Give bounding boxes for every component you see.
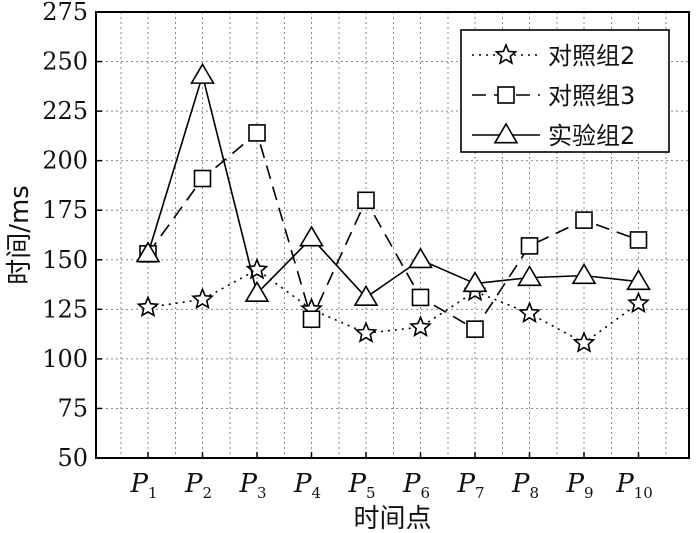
- legend-box: [460, 29, 670, 153]
- y-tick-label: 150: [42, 246, 88, 274]
- legend-label: 对照组3: [548, 82, 635, 110]
- x-tick-label: P3: [238, 469, 266, 502]
- x-tick-main: P: [402, 469, 421, 499]
- y-tick-label: 200: [42, 147, 88, 175]
- legend-marker-star: [494, 42, 518, 65]
- y-tick-label: 250: [42, 48, 88, 76]
- data-point-triangle: [299, 225, 324, 247]
- x-tick-sub: 6: [420, 484, 430, 502]
- data-point-star: [572, 330, 596, 353]
- x-tick-label: P10: [615, 469, 653, 502]
- data-point-square: [248, 124, 266, 142]
- x-tick-label: P2: [184, 469, 212, 502]
- x-tick-sub: 1: [148, 484, 158, 502]
- x-tick-label: P6: [402, 469, 430, 502]
- x-tick-main: P: [565, 469, 584, 499]
- y-tick-label: 275: [42, 0, 88, 26]
- series-line: [147, 131, 639, 331]
- x-tick-sub: 8: [529, 484, 539, 502]
- x-tick-main: P: [615, 469, 634, 499]
- y-tick-label: 125: [42, 295, 88, 323]
- data-point-triangle: [190, 62, 215, 84]
- x-tick-label: P9: [565, 469, 593, 502]
- data-point-star: [136, 295, 160, 318]
- y-axis-title: 时间/ms: [5, 185, 35, 285]
- series-2: [139, 124, 648, 338]
- legend-marker-square: [497, 86, 515, 104]
- legend-item: 对照组2: [472, 42, 635, 70]
- y-tick-label: 100: [42, 345, 88, 373]
- legend: 对照组2 对照组3 实验组2: [460, 29, 670, 153]
- x-tick-main: P: [511, 469, 530, 499]
- plot-frame: [95, 11, 690, 459]
- data-point-star: [518, 301, 541, 324]
- data-point-square: [302, 310, 321, 329]
- legend-label: 对照组2: [548, 42, 635, 70]
- data-point-triangle: [408, 247, 433, 269]
- x-tick-label: P4: [293, 469, 321, 502]
- series-3: [135, 62, 651, 306]
- x-tick-sub: 2: [202, 484, 212, 502]
- x-tick-main: P: [456, 469, 475, 499]
- legend-marker-triangle: [493, 122, 519, 144]
- data-point-square: [629, 231, 648, 249]
- data-point-square: [411, 288, 430, 307]
- data-point-square: [520, 237, 539, 255]
- data-point-triangle: [571, 263, 597, 285]
- x-tick-main: P: [293, 469, 312, 499]
- data-point-square: [193, 169, 212, 188]
- data-point-triangle: [462, 270, 488, 293]
- x-axis-ticks: P1 P2 P3 P4 P5 P6 P7 P8 P9 P10: [129, 452, 653, 502]
- x-tick-main: P: [238, 469, 257, 499]
- data-point-star: [354, 320, 378, 343]
- series-line: [147, 72, 639, 299]
- y-tick-label: 75: [57, 394, 88, 422]
- x-axis-title: 时间点: [353, 504, 431, 533]
- x-tick-label: P7: [456, 469, 484, 502]
- data-point-star: [191, 287, 214, 310]
- x-tick-main: P: [129, 469, 148, 499]
- y-tick-label: 175: [42, 196, 88, 224]
- legend-item: 实验组2: [472, 122, 635, 150]
- x-tick-label: P5: [347, 469, 375, 502]
- data-point-star: [409, 315, 432, 337]
- data-point-triangle: [353, 284, 379, 306]
- x-tick-sub: 7: [475, 484, 485, 502]
- x-tick-sub: 9: [584, 484, 594, 502]
- data-point-triangle: [244, 280, 270, 302]
- y-tick-label: 50: [57, 444, 88, 472]
- x-tick-sub: 5: [366, 484, 376, 502]
- data-point-square: [357, 191, 375, 210]
- data-point-square: [466, 320, 484, 338]
- y-tick-label: 225: [42, 97, 88, 125]
- x-tick-main: P: [347, 469, 366, 499]
- x-tick-label: P1: [129, 469, 157, 502]
- legend-label: 实验组2: [548, 122, 635, 150]
- x-tick-sub: 4: [311, 484, 321, 502]
- data-point-triangle: [517, 265, 542, 287]
- x-tick-sub: 10: [634, 484, 653, 502]
- data-point-square: [575, 211, 593, 229]
- legend-item: 对照组3: [472, 82, 635, 110]
- data-point-triangle: [135, 241, 161, 263]
- x-tick-label: P8: [511, 469, 539, 502]
- data-point-star: [627, 291, 650, 314]
- x-tick-main: P: [184, 469, 203, 499]
- series-layer: [135, 62, 651, 353]
- y-axis-ticks: 50 75 100 125 150 175 200 225 250 275: [42, 0, 102, 472]
- data-point-triangle: [626, 269, 651, 291]
- x-tick-sub: 3: [257, 484, 267, 502]
